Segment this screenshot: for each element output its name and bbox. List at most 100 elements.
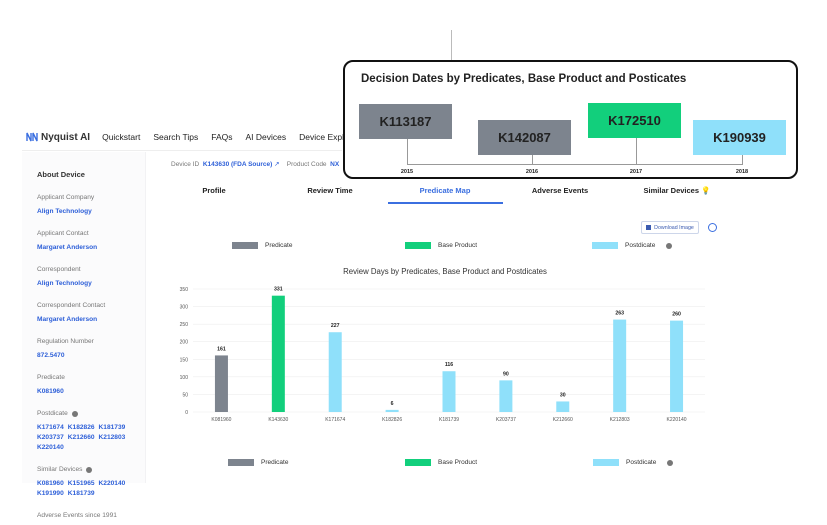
x-tick-label: K181739 xyxy=(439,417,459,423)
device-id-link[interactable]: K143630 (FDA Source) xyxy=(202,161,273,168)
tab-bar: Profile Review Time Predicate Map Advers… xyxy=(160,186,720,204)
field-label: Postdicate xyxy=(37,410,152,417)
info-icon[interactable] xyxy=(71,410,78,417)
timeline-box: K172510 xyxy=(588,103,681,138)
x-tick-label: K171674 xyxy=(325,417,345,423)
field-value-link[interactable]: K151965 xyxy=(67,480,95,487)
field-value-link[interactable]: Align Technology xyxy=(37,208,92,215)
field-value-link[interactable]: Align Technology xyxy=(37,280,92,287)
timeline-box: K190939 xyxy=(693,120,786,155)
field-value-link[interactable]: K081960 xyxy=(37,388,64,395)
bar xyxy=(442,371,456,412)
connector-line xyxy=(451,30,452,60)
data-label: 331 xyxy=(274,287,283,293)
tab-adverse-events[interactable]: Adverse Events xyxy=(531,186,589,195)
lightbulb-icon: 💡 xyxy=(701,186,711,195)
timeline-year: 2016 xyxy=(525,169,539,175)
legend-swatch xyxy=(592,242,618,249)
info-icon[interactable] xyxy=(86,466,93,473)
y-tick-label: 150 xyxy=(180,357,189,363)
nav-faqs[interactable]: FAQs xyxy=(211,132,233,142)
field-value-link[interactable]: Margaret Anderson xyxy=(37,316,98,323)
field-value-link[interactable]: K171674 xyxy=(37,424,64,431)
field-value-link[interactable]: Margaret Anderson xyxy=(37,244,98,251)
field-values: Margaret Anderson xyxy=(37,243,152,253)
field-label-text: Predicate xyxy=(37,374,65,381)
x-tick-label: K081960 xyxy=(211,417,231,423)
timeline-year: 2015 xyxy=(400,169,414,175)
tab-profile[interactable]: Profile xyxy=(202,186,226,195)
field-value-link[interactable]: K191990 xyxy=(37,490,64,497)
field-values: K081960 xyxy=(37,387,152,397)
external-link-icon[interactable]: ↗ xyxy=(274,161,280,168)
bar xyxy=(613,319,627,412)
field-values: Align Technology xyxy=(37,279,152,289)
bar xyxy=(385,409,399,412)
nyquist-logo-icon xyxy=(26,132,38,142)
tab-similar-devices[interactable]: Similar Devices 💡 xyxy=(644,186,711,195)
y-tick-label: 0 xyxy=(185,410,188,416)
product-code-link[interactable]: NX xyxy=(330,161,340,168)
bar xyxy=(271,295,285,412)
field-value-link[interactable]: K212660 xyxy=(67,434,95,441)
field-value-link[interactable]: K212803 xyxy=(98,434,126,441)
field-label-text: Adverse Events since 1991 xyxy=(37,512,117,519)
legend-label: Postdicate xyxy=(626,459,657,466)
field-label: Correspondent Contact xyxy=(37,302,152,309)
legend-predicate-bottom: Predicate xyxy=(228,459,288,466)
legend-swatch xyxy=(405,242,431,249)
data-label: 116 xyxy=(445,362,453,368)
nav-device-explorer[interactable]: Device Explorer xyxy=(299,132,360,142)
logo[interactable]: Nyquist AI xyxy=(26,132,90,143)
download-image-button[interactable]: Download Image xyxy=(641,221,699,234)
tab-review-time[interactable]: Review Time xyxy=(307,186,353,195)
y-tick-label: 100 xyxy=(180,375,189,381)
legend-label: Postdicate xyxy=(625,242,656,249)
top-nav: Nyquist AI Quickstart Search Tips FAQs A… xyxy=(26,128,372,146)
y-tick-label: 200 xyxy=(180,340,189,346)
field-value-link[interactable]: K220140 xyxy=(98,480,126,487)
x-tick-label: K220140 xyxy=(667,417,687,423)
download-label: Download Image xyxy=(654,224,694,231)
bar xyxy=(499,380,513,412)
field-value-link[interactable]: K203737 xyxy=(37,434,64,441)
bar xyxy=(556,401,570,412)
compass-icon[interactable] xyxy=(708,223,717,232)
field-value-link[interactable]: K220140 xyxy=(37,444,64,451)
x-tick-label: K203737 xyxy=(496,417,516,423)
bar xyxy=(670,320,684,412)
timeline-box: K142087 xyxy=(478,120,571,155)
y-tick-label: 250 xyxy=(180,322,189,328)
data-label: 260 xyxy=(672,312,681,318)
timeline-year: 2017 xyxy=(629,169,643,175)
timeline-stem xyxy=(742,155,743,164)
nav-ai-devices[interactable]: AI Devices xyxy=(245,132,287,142)
legend-swatch xyxy=(228,459,254,466)
data-label: 227 xyxy=(331,323,340,329)
field-label: Applicant Company xyxy=(37,194,152,201)
field-label-text: Applicant Contact xyxy=(37,230,89,237)
logo-text: Nyquist AI xyxy=(41,131,91,143)
x-tick-label: K212803 xyxy=(610,417,630,423)
image-icon xyxy=(646,225,652,230)
field-label: Predicate xyxy=(37,374,152,381)
nav-quickstart[interactable]: Quickstart xyxy=(102,132,141,142)
field-value-link[interactable]: 872.5470 xyxy=(37,352,65,359)
info-icon[interactable] xyxy=(667,459,674,466)
field-value-link[interactable]: K081960 xyxy=(37,480,64,487)
info-icon[interactable] xyxy=(666,242,673,249)
data-label: 263 xyxy=(615,311,624,317)
timeline-box: K113187 xyxy=(359,104,452,139)
tab-predicate-map[interactable]: Predicate Map xyxy=(419,186,471,195)
field-label-text: Postdicate xyxy=(37,410,68,417)
nav-search-tips[interactable]: Search Tips xyxy=(153,132,199,142)
legend-swatch xyxy=(232,242,258,249)
legend-postdicate-bottom: Postdicate xyxy=(593,459,674,466)
field-value-link[interactable]: K182826 xyxy=(67,424,95,431)
field-value-link[interactable]: K181739 xyxy=(98,424,126,431)
field-value-link[interactable]: K181739 xyxy=(67,490,95,497)
timeline-stem xyxy=(532,155,533,164)
timeline-axis xyxy=(407,164,743,165)
field-label-text: Correspondent Contact xyxy=(37,302,106,309)
field-label-text: Correspondent xyxy=(37,266,81,273)
